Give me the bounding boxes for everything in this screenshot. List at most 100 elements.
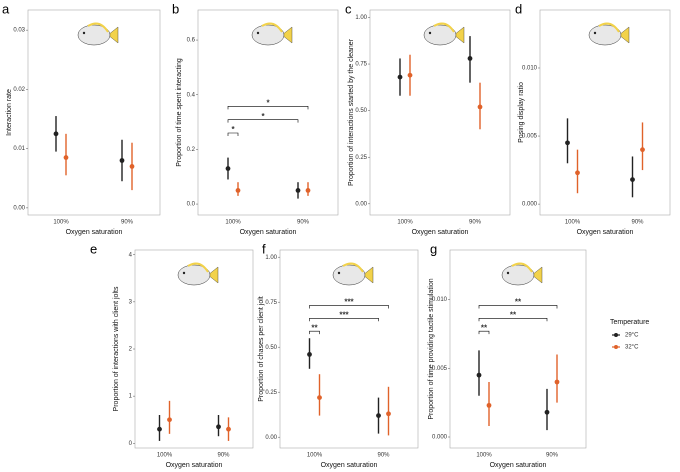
plot-frame	[197, 9, 339, 216]
mean-point	[226, 426, 231, 432]
panel-label: e	[90, 241, 97, 256]
mean-point	[317, 395, 322, 400]
legend-label: 32°C	[625, 345, 639, 351]
mean-point	[119, 158, 125, 163]
fish-body	[177, 264, 211, 286]
significance-bracket	[478, 330, 490, 335]
mean-point	[63, 155, 69, 160]
significance-label: *	[266, 98, 270, 107]
fish-fin	[342, 262, 364, 273]
legend-title: Temperature	[610, 319, 649, 326]
significance-label: *	[261, 112, 265, 121]
significance-bracket	[227, 132, 239, 136]
panel-label: f	[262, 241, 266, 256]
x-axis-label: Oxygen saturation	[66, 229, 123, 236]
y-axis-label: Proportion of chases per client jolt	[258, 296, 265, 401]
x-tick-label: 90%	[546, 453, 559, 459]
fish-eye	[256, 31, 260, 35]
fish-illustration	[588, 22, 630, 46]
fish-eye	[428, 31, 432, 35]
fish-tail	[531, 266, 543, 284]
significance-bracket	[478, 305, 558, 309]
fish-fin	[433, 22, 455, 33]
fish-eye	[593, 31, 597, 35]
plot-frame	[27, 9, 161, 216]
fish-illustration	[501, 262, 543, 286]
panel-label: b	[172, 1, 179, 16]
y-tick-label: 0.6	[187, 38, 196, 44]
fish-eye	[182, 271, 186, 275]
x-tick-label: 100%	[476, 453, 492, 459]
y-tick-label: 0.50	[265, 345, 277, 351]
mean-point	[575, 170, 580, 176]
mean-point	[554, 379, 560, 385]
y-axis-label: Proportion of time spent interacting	[176, 58, 183, 167]
plot-frame	[539, 9, 671, 216]
y-tick-label: 0.4	[187, 92, 196, 98]
legend-swatch	[614, 333, 618, 337]
mean-point	[630, 177, 635, 183]
mean-point	[295, 188, 301, 193]
y-tick-label: 0	[129, 441, 133, 447]
y-tick-label: 0.000	[432, 435, 448, 441]
fish-eye	[82, 31, 86, 35]
significance-label: *	[231, 125, 235, 134]
y-tick-label: 1.00	[265, 255, 277, 261]
plot-frame	[279, 249, 419, 449]
y-tick-label: 0.005	[432, 366, 448, 372]
y-tick-label: 0.75	[265, 300, 277, 306]
y-tick-label: 1	[129, 394, 133, 400]
significance-bracket	[227, 106, 309, 110]
mean-point	[235, 188, 241, 193]
mean-point	[476, 372, 482, 378]
fish-tail	[207, 266, 219, 284]
y-tick-label: 0.03	[13, 28, 25, 34]
y-tick-label: 0.00	[355, 201, 367, 207]
x-tick-label: 100%	[307, 453, 323, 459]
significance-bracket	[309, 305, 389, 309]
y-tick-label: 1.00	[355, 15, 367, 21]
legend-swatch	[614, 345, 618, 349]
y-tick-label: 0.50	[355, 108, 367, 114]
y-tick-label: 0.0	[187, 202, 196, 208]
mean-point	[640, 147, 645, 153]
y-tick-label: 0.25	[265, 390, 277, 396]
y-axis-label: Proportion of time providing tactile sti…	[428, 278, 435, 419]
x-axis-label: Oxygen saturation	[166, 462, 223, 469]
legend-label: 29°C	[625, 333, 639, 339]
y-tick-label: 2	[129, 347, 133, 353]
y-tick-label: 0.005	[522, 134, 538, 140]
y-tick-label: 0.75	[355, 62, 367, 68]
panel-label: d	[515, 1, 522, 16]
y-tick-label: 0.00	[13, 205, 25, 211]
panel-label: g	[430, 241, 437, 256]
plot-frame	[449, 249, 587, 449]
x-tick-label: 90%	[121, 220, 134, 226]
fish-illustration	[251, 22, 293, 46]
fish-illustration	[332, 262, 374, 286]
plot-frame	[369, 9, 511, 216]
x-tick-label: 90%	[377, 453, 390, 459]
panel-label: c	[345, 1, 352, 16]
fish-eye	[337, 271, 341, 275]
y-axis-label: Proportion of interactions started by th…	[348, 38, 355, 186]
fish-tail	[107, 26, 119, 44]
x-tick-label: 90%	[631, 220, 644, 226]
mean-point	[397, 74, 403, 80]
significance-label: **	[510, 310, 517, 319]
x-tick-label: 100%	[53, 220, 69, 226]
fish-fin	[261, 22, 283, 33]
mean-point	[307, 352, 312, 357]
significance-label: **	[515, 298, 522, 307]
x-axis-label: Oxygen saturation	[577, 229, 634, 236]
y-tick-label: 0.01	[13, 146, 25, 152]
fish-fin	[87, 22, 109, 33]
panel-label: a	[2, 1, 10, 16]
mean-point	[53, 131, 59, 137]
x-tick-label: 90%	[217, 453, 230, 459]
y-tick-label: 4	[129, 252, 133, 258]
mean-point	[129, 164, 135, 169]
y-tick-label: 0.010	[522, 66, 538, 72]
fish-body	[77, 24, 111, 46]
